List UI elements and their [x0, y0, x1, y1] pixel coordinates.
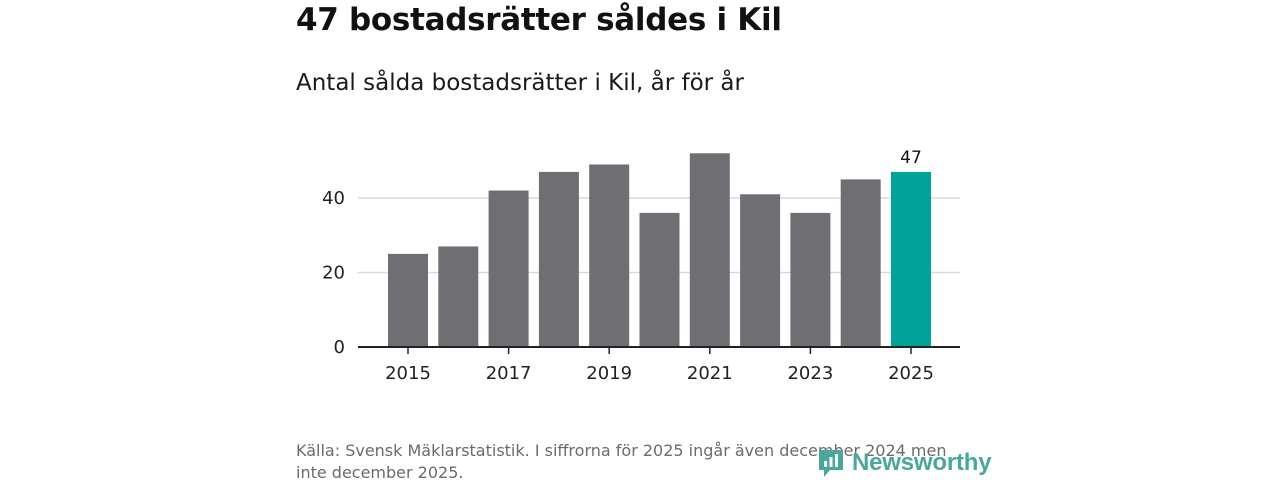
bar-2025 — [891, 171, 931, 347]
x-tick-label: 2015 — [385, 363, 431, 384]
x-tick-label: 2019 — [586, 363, 632, 384]
chart-title: 47 bostadsrätter såldes i Kil — [296, 2, 782, 38]
x-tick-label: 2023 — [787, 363, 833, 384]
chart-subtitle: Antal sålda bostadsrätter i Kil, år för … — [296, 70, 744, 96]
bar-2024 — [840, 179, 881, 347]
brand-logo: Newsworthy — [816, 446, 992, 480]
bar-2017 — [488, 190, 529, 347]
bar-2016 — [438, 246, 479, 347]
y-tick-label: 20 — [322, 263, 345, 284]
x-tick-label: 2025 — [888, 363, 934, 384]
source-note: Källa: Svensk Mäklarstatistik. I siffror… — [296, 441, 947, 482]
bar-2015 — [388, 253, 428, 347]
bar-2022 — [740, 194, 781, 347]
y-tick-label: 0 — [334, 337, 345, 358]
bar-value-label: 47 — [900, 148, 922, 168]
y-tick-label: 40 — [322, 188, 345, 209]
bar-2020 — [639, 212, 680, 347]
x-tick-label: 2021 — [687, 363, 733, 384]
bar-2018 — [538, 171, 579, 347]
brand-name: Newsworthy — [852, 449, 992, 476]
x-tick-label: 2017 — [486, 363, 532, 384]
bar-2023 — [790, 212, 831, 347]
bar-2021 — [689, 153, 730, 347]
newsworthy-logo-icon — [819, 450, 843, 477]
bar-2019 — [589, 164, 630, 347]
